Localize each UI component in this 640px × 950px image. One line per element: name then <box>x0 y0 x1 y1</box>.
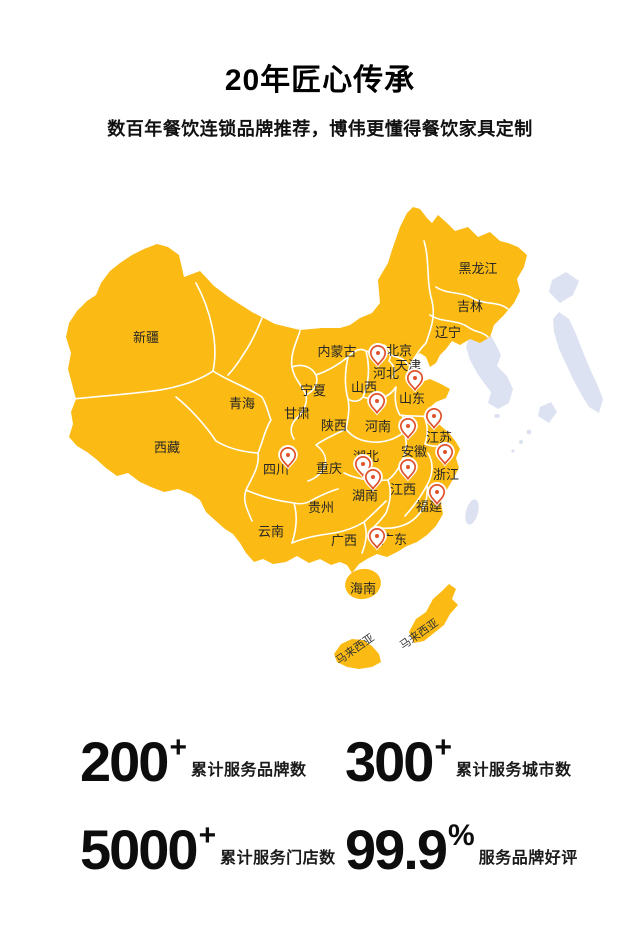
province-label-qinghai: 青海 <box>229 396 255 411</box>
province-label-guizhou: 贵州 <box>308 500 334 515</box>
malaysia-west-shape <box>334 639 381 669</box>
stat-brands: 200+累计服务品牌数 <box>80 710 345 790</box>
japan-islet-3 <box>511 449 515 453</box>
china-mainland-shape <box>66 207 527 573</box>
province-label-beijing: 北京 <box>386 343 412 358</box>
stat-label: 服务品牌好评 <box>478 850 578 867</box>
page-subtitle: 数百年餐饮连锁品牌推荐，博伟更懂得餐饮家具定制 <box>107 118 533 139</box>
province-label-henan: 河南 <box>365 419 391 434</box>
province-label-hunan: 湖南 <box>352 488 378 503</box>
province-label-sichuan: 四川 <box>263 462 289 477</box>
stat-label: 累计服务城市数 <box>455 762 572 779</box>
stat-suffix: + <box>434 731 452 764</box>
province-label-zhejiang: 浙江 <box>433 467 459 482</box>
stat-suffix: + <box>169 731 187 764</box>
hainan-island <box>345 568 381 600</box>
stat-label: 累计服务门店数 <box>220 850 336 867</box>
province-label-jiangsu: 江苏 <box>426 430 452 445</box>
stat-suffix: + <box>198 819 217 852</box>
stat-value: 200 <box>80 730 169 793</box>
taiwan-shape <box>465 499 479 525</box>
province-label-heilongjiang: 黑龙江 <box>458 261 497 276</box>
province-label-ningxia: 宁夏 <box>300 383 326 398</box>
japan-islet-2 <box>519 440 523 444</box>
province-label-hebei: 河北 <box>373 366 399 381</box>
province-label-liaoning: 辽宁 <box>435 325 461 340</box>
stat-value: 99.9 <box>345 818 448 881</box>
korea-shape <box>466 328 513 409</box>
province-label-neimenggu: 内蒙古 <box>317 344 356 359</box>
province-label-yunnan: 云南 <box>258 524 284 539</box>
province-label-chongqing: 重庆 <box>316 461 342 476</box>
malaysia-east-shape <box>409 584 458 643</box>
japan-kyushu <box>538 402 557 423</box>
province-label-jiangxi: 江西 <box>390 482 416 497</box>
foreign-landmasses <box>465 272 603 525</box>
province-label-shaanxi: 陕西 <box>321 418 347 433</box>
stat-stores: 5000+累计服务门店数 <box>80 798 345 878</box>
province-label-hainan: 海南 <box>350 581 376 596</box>
stat-value: 5000 <box>80 818 199 881</box>
province-label-gansu: 甘肃 <box>284 406 310 421</box>
yellow-islands <box>334 568 458 669</box>
japan-islet-1 <box>526 429 532 435</box>
province-label-xizang: 西藏 <box>154 440 180 455</box>
china-map: 黑龙江吉林辽宁新疆内蒙古北京天津河北山西山东宁夏青海甘肃陕西河南江苏安徽湖北重庆… <box>0 185 640 705</box>
japan-honshu <box>553 312 603 413</box>
japan-hokkaido <box>549 272 579 303</box>
province-label-anhui: 安徽 <box>401 444 427 459</box>
stats-section: 200+累计服务品牌数 300+累计服务城市数 5000+累计服务门店数 99.… <box>80 710 577 881</box>
stat-value: 300 <box>345 730 434 793</box>
jeju-island <box>494 414 500 418</box>
stat-label: 累计服务品牌数 <box>190 762 307 779</box>
stat-suffix: % <box>448 819 475 852</box>
province-label-guangxi: 广西 <box>331 533 357 548</box>
province-label-shanxi: 山西 <box>351 380 377 395</box>
province-label-guangdong: 广东 <box>381 532 407 547</box>
province-label-shandong: 山东 <box>399 391 425 406</box>
stat-rating: 99.9%服务品牌好评 <box>345 798 577 881</box>
page-title: 20年匠心传承 <box>224 64 416 97</box>
province-label-jilin: 吉林 <box>457 299 483 314</box>
province-label-xinjiang: 新疆 <box>133 330 159 345</box>
stat-cities: 300+累计服务城市数 <box>345 710 571 793</box>
